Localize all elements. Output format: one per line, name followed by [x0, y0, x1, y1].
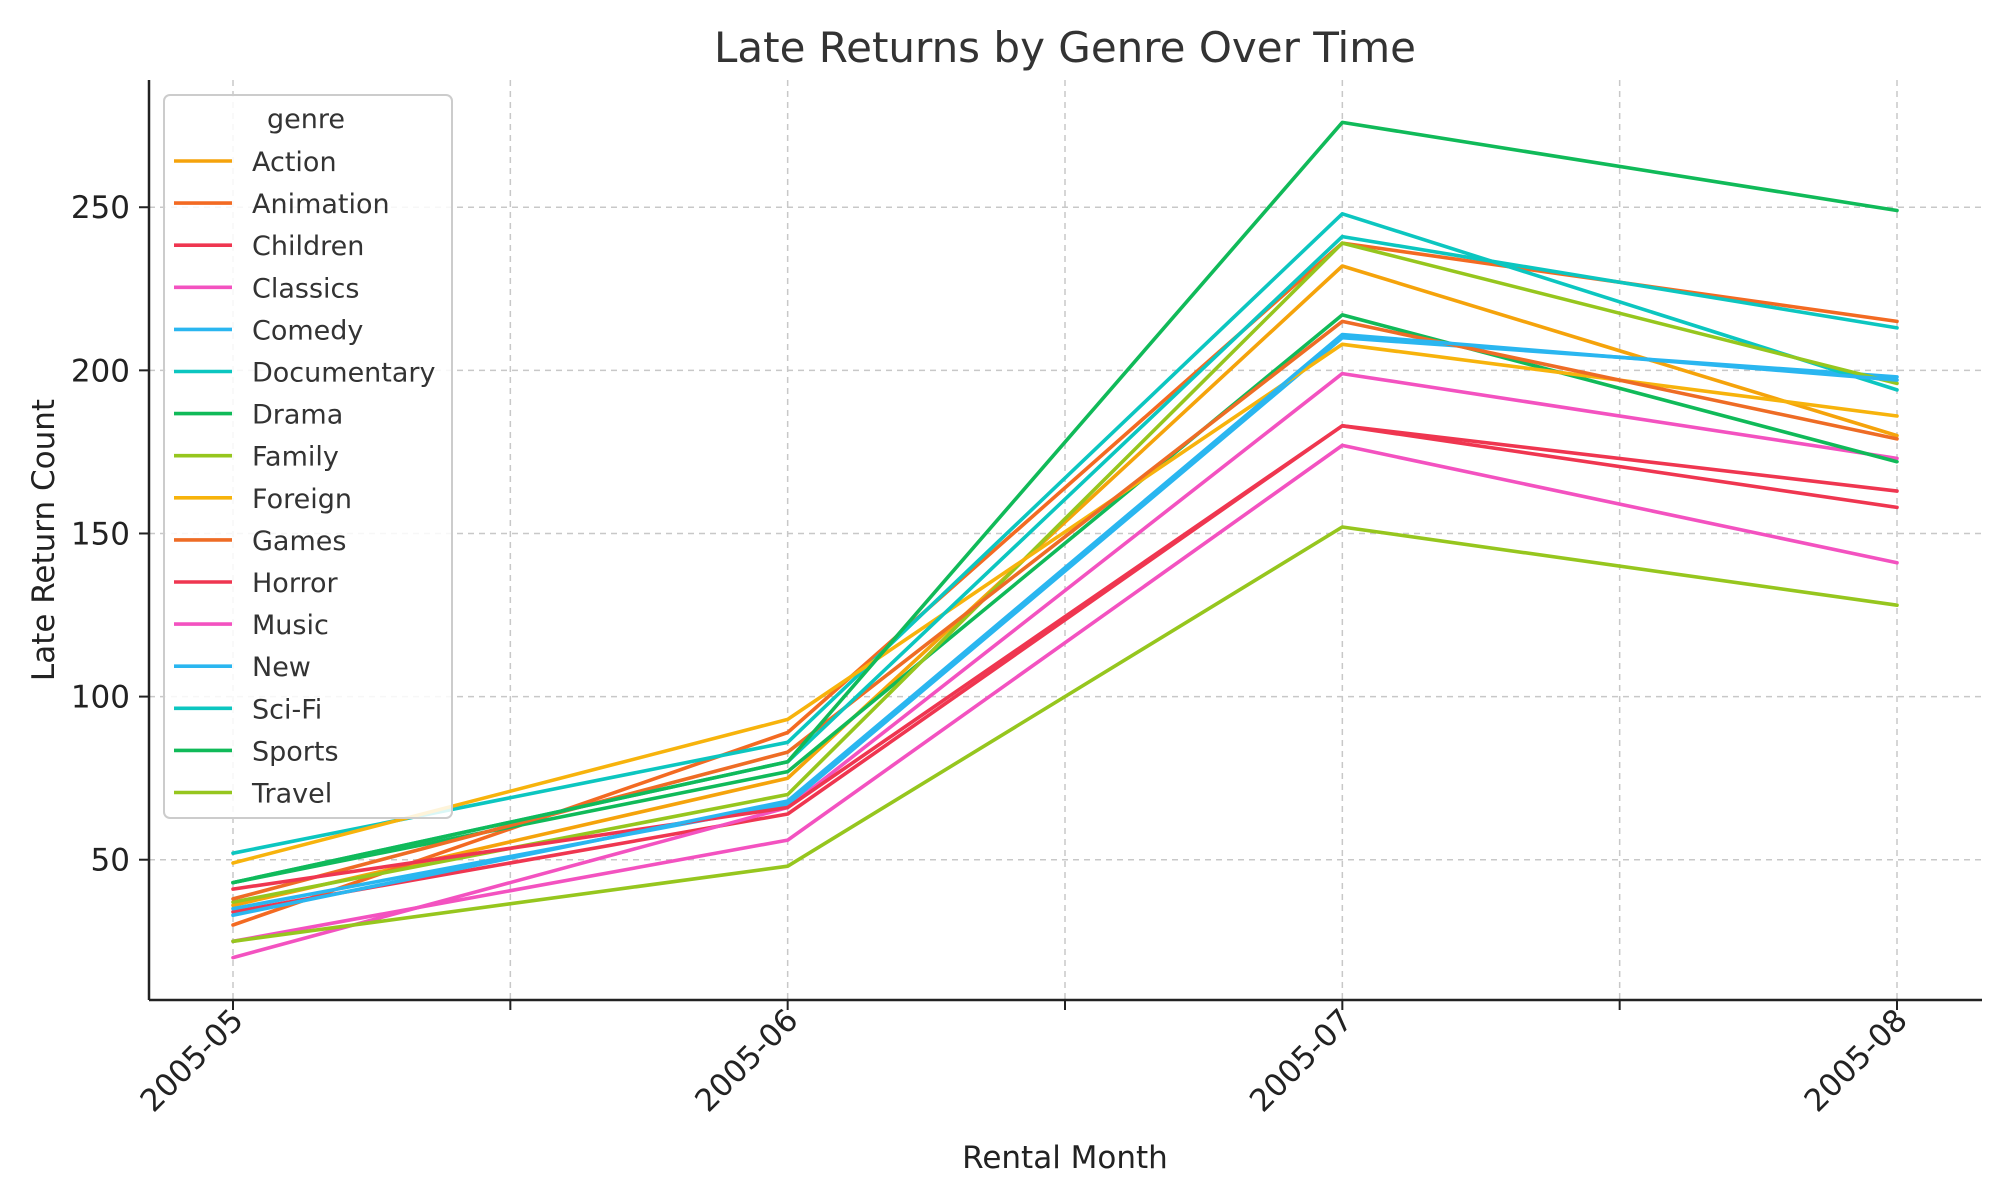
legend-label: Comedy: [252, 315, 363, 346]
y-tick-label: 250: [71, 190, 130, 226]
legend-label: Classics: [252, 273, 359, 304]
series-lines: [231, 120, 1899, 960]
series-line-children: [231, 423, 1899, 914]
legend-items: Action Animation Children Classics Comedy Doc…: [174, 147, 436, 810]
x-axis-label: Rental Month: [962, 1140, 1168, 1176]
legend-label: Travel: [251, 779, 332, 810]
y-tick-label: 150: [71, 516, 130, 552]
y-tick-label: 200: [71, 353, 130, 389]
y-axis-label: Late Return Count: [26, 399, 62, 681]
legend-title: genre: [267, 104, 345, 135]
y-tick-label: 100: [71, 680, 130, 716]
legend-label: Action: [252, 147, 337, 178]
y-tick-label: 50: [91, 843, 130, 879]
legend-label: Animation: [252, 189, 390, 220]
legend-box: [163, 94, 453, 819]
series-line-music: [231, 443, 1899, 944]
legend-label: Music: [252, 610, 329, 641]
chart-title: Late Returns by Genre Over Time: [714, 23, 1416, 72]
legend-label: Children: [252, 231, 364, 262]
series-line-documentary: [231, 212, 1899, 856]
series-line-classics: [231, 371, 1899, 960]
series-line-horror: [231, 423, 1899, 891]
legend-label: Family: [252, 442, 339, 473]
legend-label: New: [252, 652, 311, 683]
series-line-new: [231, 332, 1899, 918]
legend-label: Documentary: [252, 358, 436, 389]
series-line-games: [231, 319, 1899, 901]
legend-label: Horror: [252, 568, 338, 599]
legend-label: Games: [252, 526, 346, 557]
legend-label: Sports: [252, 736, 339, 767]
series-line-travel: [231, 525, 1899, 944]
legend-label: Sci-Fi: [252, 694, 322, 725]
legend-label: Foreign: [252, 484, 352, 515]
series-line-action: [231, 264, 1899, 908]
series-line-sports: [231, 120, 1899, 885]
legend-label: Drama: [252, 400, 343, 431]
legend: genre Action Animation Children Classics Com…: [163, 94, 453, 819]
